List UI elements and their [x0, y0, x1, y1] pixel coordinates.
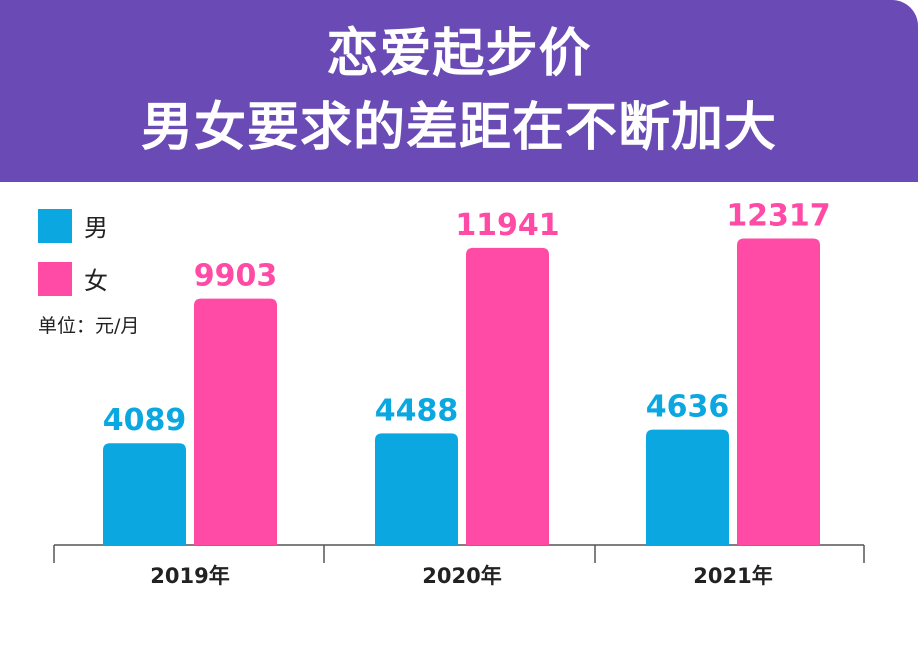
x-tick-label: 2020年 [422, 564, 501, 588]
legend-item-male: 男 [38, 208, 108, 243]
x-tick-label: 2021年 [693, 564, 772, 588]
x-tick-label: 2019年 [150, 564, 229, 588]
bar-male [646, 429, 729, 545]
legend-item-female: 女 [38, 261, 108, 296]
data-label-male: 4089 [103, 403, 187, 438]
bar-female [466, 247, 549, 545]
bar-female [737, 238, 820, 545]
legend-swatch-male [38, 208, 72, 243]
data-label-female: 12317 [726, 199, 830, 234]
legend-label-male: 男 [84, 214, 108, 242]
bar-male [103, 443, 186, 545]
unit-label: 单位：元/月 [38, 315, 140, 337]
bar-female [194, 298, 277, 545]
title-banner: 恋爱起步价 男女要求的差距在不断加大 [0, 0, 918, 182]
data-label-male: 4636 [646, 390, 730, 425]
legend-swatch-female [38, 261, 72, 296]
data-label-female: 11941 [455, 208, 559, 243]
legend-label-female: 女 [84, 267, 108, 295]
data-label-female: 9903 [194, 259, 278, 294]
chart-title: 恋爱起步价 [326, 24, 592, 84]
data-label-male: 4488 [375, 393, 459, 428]
chart-subtitle: 男女要求的差距在不断加大 [140, 98, 777, 158]
bar-male [375, 433, 458, 545]
